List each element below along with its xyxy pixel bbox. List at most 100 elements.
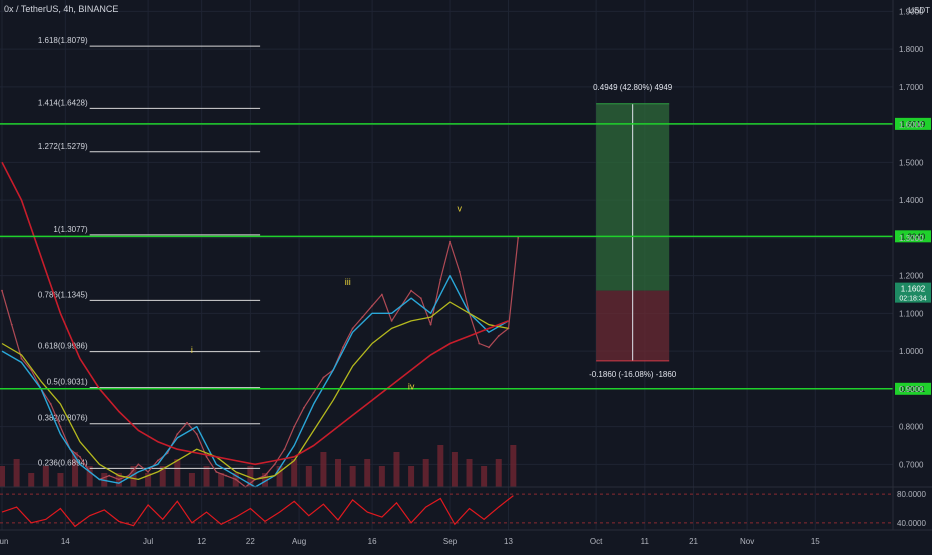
volume-bar — [305, 466, 312, 487]
price-point — [390, 319, 393, 322]
volume-bar — [174, 459, 181, 487]
fib-level-label: 1.618(1.8079) — [38, 36, 88, 45]
level-price-badge — [895, 117, 931, 130]
level-price-text: 1.6019 — [901, 120, 926, 129]
price-point — [186, 421, 188, 424]
volume-bar — [247, 466, 254, 487]
price-point — [342, 346, 344, 349]
time-tick-label: 15 — [811, 537, 820, 546]
level-price-badge — [895, 230, 931, 243]
volume-bar — [408, 466, 415, 487]
volume-bar — [466, 459, 473, 487]
wave-label: i — [191, 345, 193, 355]
price-point — [234, 478, 237, 481]
symbol-title[interactable]: 0x / TetherUS, 4h, BINANCE — [4, 4, 119, 14]
rsi-axis-label: 80.0000 — [897, 490, 926, 499]
volume-bar — [495, 459, 502, 487]
price-point — [127, 474, 130, 477]
price-point — [439, 278, 442, 281]
price-point — [410, 289, 412, 292]
price-point — [380, 293, 383, 296]
price-tick-label: 1.3000 — [899, 234, 924, 243]
time-tick-label: 22 — [246, 537, 255, 546]
volume-bar — [335, 459, 342, 487]
price-tick-label: 1.8000 — [899, 45, 924, 54]
volume-bar — [422, 459, 429, 487]
price-tick-label: 1.1000 — [899, 309, 924, 318]
price-point — [225, 474, 227, 477]
price-point — [156, 459, 159, 462]
price-point — [303, 406, 305, 409]
wave-label: v — [458, 203, 463, 213]
volume-bar — [203, 466, 210, 487]
volume-bar — [0, 466, 5, 487]
price-tick-label: 1.5000 — [899, 158, 924, 167]
price-point — [429, 323, 432, 326]
price-point — [488, 346, 490, 349]
time-tick-label: 16 — [368, 537, 377, 546]
fib-level-label: 0.618(0.9986) — [38, 342, 88, 351]
price-tick-label: 1.7000 — [899, 83, 924, 92]
price-tick-label: 0.7000 — [899, 460, 924, 469]
time-tick-label: 12 — [197, 537, 206, 546]
price-point — [371, 304, 374, 307]
wave-label: iii — [345, 277, 351, 287]
volume-bar — [291, 459, 298, 487]
horizontal-levels[interactable]: 1.6019 1.3040 0.9001 1.1602 02:18:34 — [0, 117, 931, 395]
price-point — [449, 240, 451, 243]
currency-label: USDT — [908, 6, 930, 15]
rsi-line — [1, 495, 514, 528]
current-price-badge — [895, 282, 931, 303]
time-tick-label: Sep — [443, 537, 458, 546]
volume-bar — [72, 452, 79, 487]
price-point — [293, 425, 296, 428]
price-point — [147, 470, 150, 473]
volume-bar — [320, 452, 327, 487]
rsi-panel: 80.0000 40.0000 — [0, 486, 932, 528]
time-tick-label: Nov — [740, 537, 754, 546]
volume-bar — [145, 473, 152, 487]
price-point — [478, 342, 481, 345]
volume-bar — [481, 466, 488, 487]
volume-bar — [393, 452, 400, 487]
price-point — [205, 455, 208, 458]
volume-bar — [86, 466, 93, 487]
price-point — [361, 316, 364, 319]
time-tick-label: 21 — [689, 537, 698, 546]
price-point — [108, 474, 111, 477]
volume-bar — [13, 459, 20, 487]
price-point — [419, 297, 422, 300]
wave-label: iv — [408, 382, 415, 392]
volume-bar — [364, 459, 371, 487]
price-point — [312, 391, 315, 394]
time-tick-label: Jul — [143, 537, 153, 546]
time-tick-label: Oct — [590, 537, 603, 546]
time-tick-label: Aug — [292, 537, 306, 546]
ma-yellow-line — [1, 301, 509, 481]
long-position-tool[interactable]: 0.4949 (42.80%) 4949 -0.1860 (-16.08%) -1… — [589, 83, 677, 379]
volume-bar — [42, 466, 49, 487]
volume-bar — [378, 466, 385, 487]
fib-level-label: 1(1.3077) — [53, 225, 88, 234]
price-point — [351, 327, 354, 330]
price-point — [176, 433, 179, 436]
target-label: 0.4949 (42.80%) 4949 — [593, 83, 673, 92]
volume-bar — [130, 466, 137, 487]
volume-bar — [437, 445, 444, 487]
volume-bar — [188, 473, 195, 487]
price-point — [10, 323, 13, 326]
volume-bar — [57, 473, 64, 487]
level-price-badge — [895, 382, 931, 395]
volume-bar — [451, 452, 458, 487]
price-axis[interactable]: 1.9000 1.8000 1.7000 1.6000 1.5000 1.4000 1.30… — [892, 0, 924, 530]
time-tick-label: 11 — [641, 537, 650, 546]
fib-level-label: 1.414(1.6428) — [38, 98, 88, 107]
price-point — [137, 463, 140, 466]
time-axis[interactable]: Jun 14 Jul 12 22 Aug 16 Sep 13 Oct 11 21 Nov 15 — [0, 529, 932, 546]
volume-bars — [0, 445, 517, 487]
volume-bar — [510, 445, 517, 487]
